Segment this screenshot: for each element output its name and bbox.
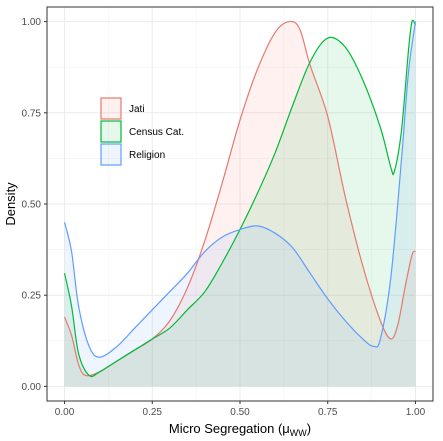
y-tick-label: 0.75 <box>22 108 42 119</box>
x-tick-label: 0.25 <box>143 407 163 418</box>
y-tick-label: 0.00 <box>22 382 42 393</box>
legend-label-jati: Jati <box>129 104 145 115</box>
x-axis-title: Micro Segregation (μWW) <box>169 421 311 438</box>
x-axis-ticks: 0.00 0.25 0.50 0.75 1.00 <box>55 401 426 418</box>
legend-key-religion <box>100 143 122 166</box>
legend-label-religion: Religion <box>129 150 165 161</box>
x-tick-label: 1.00 <box>406 407 426 418</box>
density-area-religion <box>64 21 416 387</box>
y-tick-label: 0.25 <box>22 291 42 302</box>
x-tick-label: 0.75 <box>318 407 338 418</box>
density-line-census-cat <box>63 19 416 378</box>
legend-key-census-cat <box>100 120 122 143</box>
legend-key-jati <box>100 97 122 120</box>
density-area-jati <box>64 21 416 387</box>
density-lines <box>63 19 417 378</box>
legend: Jati Census Cat. Religion <box>100 97 184 166</box>
grid <box>47 7 433 401</box>
density-area-census-cat <box>64 20 416 387</box>
y-tick-label: 0.50 <box>22 200 42 211</box>
x-tick-label: 0.50 <box>230 407 250 418</box>
y-tick-label: 1.00 <box>22 17 42 28</box>
y-axis-ticks: 0.00 0.25 0.50 0.75 1.00 <box>22 17 47 393</box>
x-axis-title-subscript: WW <box>290 428 307 438</box>
legend-label-census-cat: Census Cat. <box>129 127 184 138</box>
density-line-religion <box>63 21 417 358</box>
y-axis-title: Density <box>3 182 18 226</box>
x-tick-label: 0.00 <box>55 407 75 418</box>
density-fills <box>64 20 416 387</box>
